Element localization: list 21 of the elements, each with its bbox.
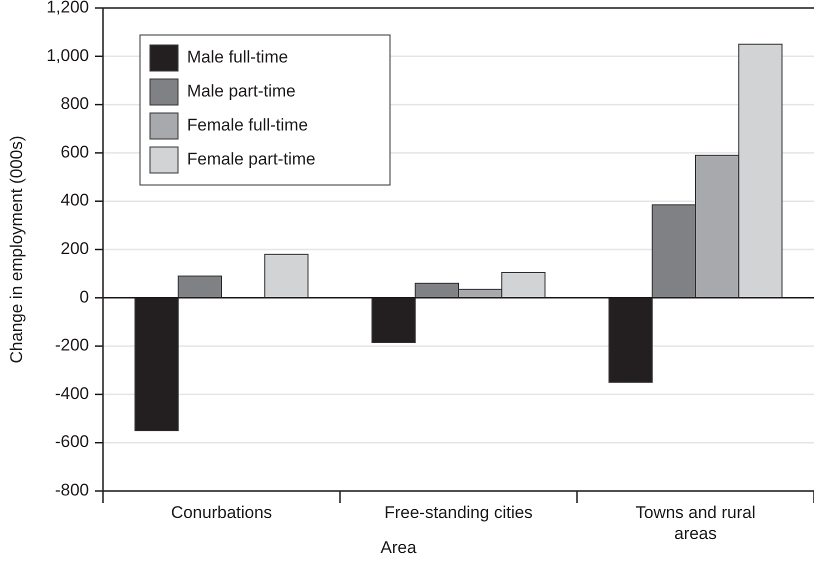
- y-tick-label: -800: [54, 480, 89, 500]
- y-tick-label: 600: [60, 142, 89, 162]
- y-tick-label: 1,200: [46, 0, 89, 16]
- y-tick-label: -200: [54, 336, 89, 355]
- x-tick-label: Conurbations: [170, 503, 272, 522]
- y-tick-label: 400: [60, 190, 89, 210]
- legend-label: Male part-time: [187, 81, 296, 100]
- x-tick-label: Free-standing cities: [384, 503, 533, 522]
- y-tick-label: 200: [60, 238, 89, 258]
- legend-label: Female part-time: [187, 149, 316, 168]
- x-tick-label: Towns and rural areas: [635, 503, 756, 543]
- y-tick-label: 0: [80, 287, 89, 306]
- bar: [264, 254, 309, 298]
- legend-label: Male full-time: [187, 47, 288, 66]
- y-tick-label: -600: [54, 432, 89, 452]
- x-axis-title: Area: [380, 538, 417, 557]
- y-tick-label: 1,000: [46, 46, 89, 65]
- y-axis-title: Change in employment (000s): [7, 136, 26, 364]
- legend-label: Female full-time: [187, 115, 308, 134]
- y-tick-label: -400: [54, 384, 89, 403]
- y-tick-label: 800: [60, 94, 89, 114]
